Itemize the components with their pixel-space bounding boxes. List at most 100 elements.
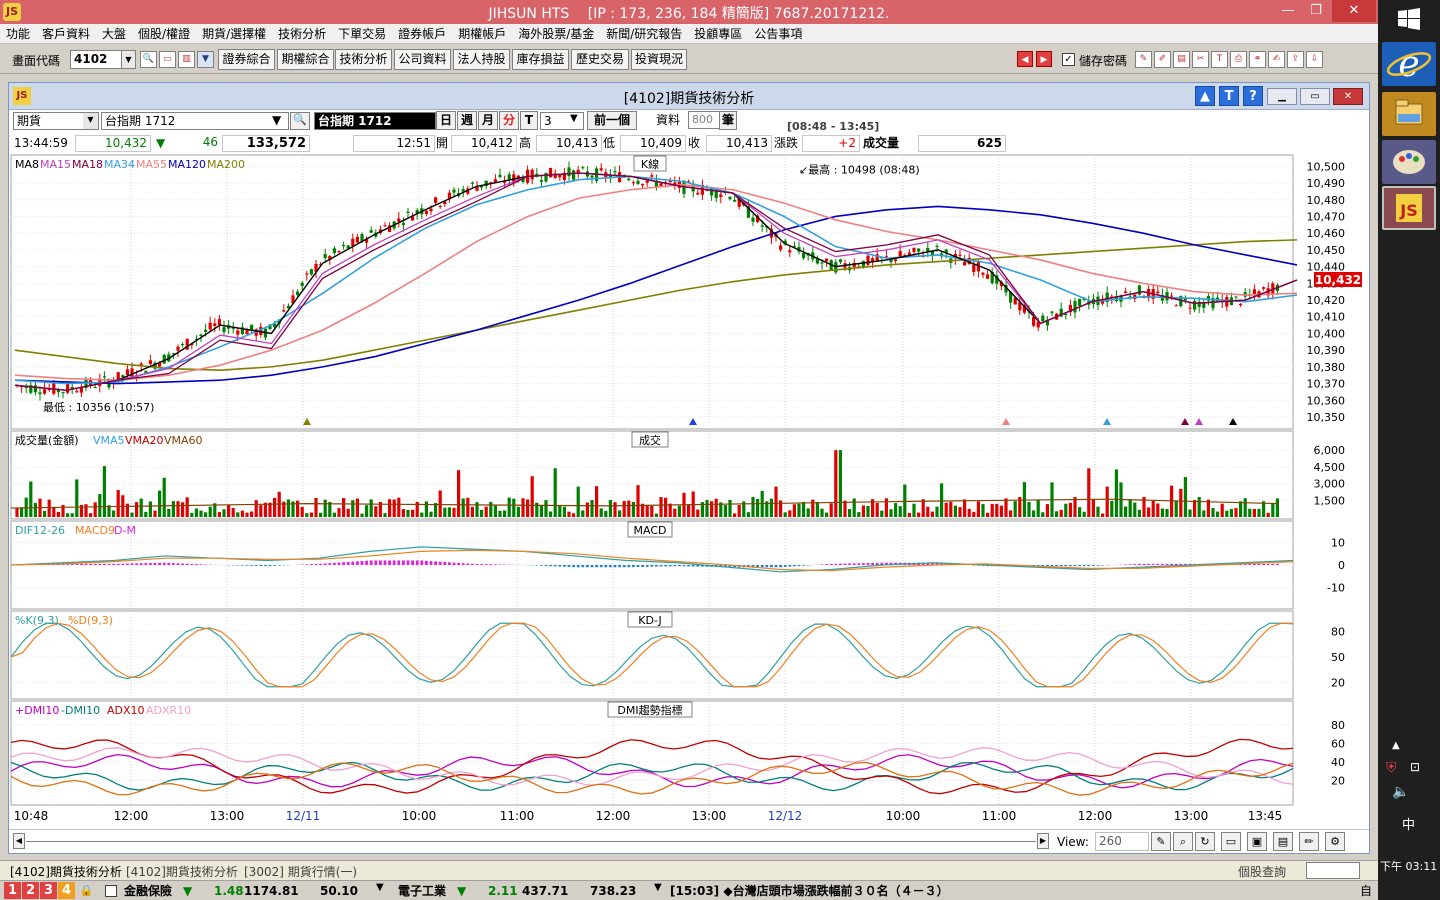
tray-volume-icon[interactable]: 🔈 xyxy=(1392,784,1410,800)
search-icon[interactable]: 🔍 xyxy=(140,51,157,68)
tray-shield-icon[interactable]: ⛨ xyxy=(1386,760,1397,776)
sector-1-dropdown-icon[interactable]: ▼ xyxy=(376,882,384,893)
file-explorer-icon[interactable] xyxy=(1382,92,1436,136)
data-count-input[interactable]: 800 xyxy=(688,111,724,129)
ime-indicator[interactable]: 中 xyxy=(1402,818,1416,833)
menu-item-6[interactable]: 下單交易 xyxy=(338,27,387,41)
inner-minimize-button[interactable]: ▁ xyxy=(1267,88,1297,105)
prev-arrow-icon[interactable]: ◀ xyxy=(1017,51,1033,67)
menu-item-5[interactable]: 技術分析 xyxy=(278,27,327,41)
up-triangle-button[interactable]: ▲ xyxy=(1195,86,1215,106)
next-arrow-icon[interactable]: ▶ xyxy=(1036,51,1052,67)
draw-tool-icon[interactable]: ✎ xyxy=(1151,832,1171,851)
help-button[interactable]: ? xyxy=(1243,86,1263,106)
tool-pencil-icon[interactable]: ✎ xyxy=(1135,51,1152,68)
sector-2-dropdown-icon[interactable]: ▼ xyxy=(654,882,662,893)
menu-item-3[interactable]: 個股/權證 xyxy=(138,27,191,41)
menu-item-4[interactable]: 期貨/選擇權 xyxy=(202,27,267,41)
period-tick-button[interactable]: T xyxy=(520,111,538,130)
toolbar-button-7[interactable]: 投資現況 xyxy=(631,49,687,70)
tab-4102-b[interactable]: [4102]期貨技術分析 xyxy=(126,865,238,879)
toolbar-button-6[interactable]: 歷史交易 xyxy=(571,49,629,70)
scroll-track[interactable] xyxy=(26,841,1036,842)
menu-item-10[interactable]: 新聞/研究報告 xyxy=(606,27,683,41)
dropdown-toggle-icon[interactable]: ▼ xyxy=(197,51,214,68)
maximize-button[interactable]: ❐ xyxy=(1310,3,1322,18)
settings-gear-icon[interactable]: ⚙ xyxy=(1325,832,1345,851)
toolbar-button-5[interactable]: 庫存損益 xyxy=(512,49,569,70)
tool-export-icon[interactable]: ⇪ xyxy=(1287,51,1304,68)
menu-item-12[interactable]: 公告事項 xyxy=(754,27,803,41)
menu-item-11[interactable]: 投顧專區 xyxy=(694,27,743,41)
tool-import-icon[interactable]: ⇩ xyxy=(1306,51,1323,68)
pencil-icon[interactable]: ✏ xyxy=(1299,832,1319,851)
type-dropdown-icon[interactable]: ▼ xyxy=(83,113,98,129)
text-t-button[interactable]: T xyxy=(1219,86,1239,106)
paint-app-icon[interactable] xyxy=(1382,140,1436,184)
tab-4102-a[interactable]: [4102]期貨技術分析 xyxy=(10,865,122,879)
lock-icon[interactable]: 🔒 xyxy=(79,884,94,897)
tool-cut-icon[interactable]: ✂ xyxy=(1192,51,1209,68)
close-button[interactable]: ✕ xyxy=(1332,0,1376,22)
tab-3002[interactable]: [3002] 期貨行情(一) xyxy=(244,865,358,879)
minimize-button[interactable]: — xyxy=(1281,3,1295,18)
screenshot-icon[interactable]: ▣ xyxy=(1247,832,1267,851)
save-password-checkbox[interactable]: ✓ xyxy=(1062,53,1075,66)
product-select[interactable]: 台指期 1712 xyxy=(101,112,289,130)
tool-print-icon[interactable]: ⎙ xyxy=(1230,51,1247,68)
tool-text-icon[interactable]: T xyxy=(1211,51,1228,68)
period-week-button[interactable]: 週 xyxy=(457,111,477,130)
inner-close-button[interactable]: ✕ xyxy=(1333,88,1363,105)
ticker-slot-1[interactable]: 1 xyxy=(4,882,21,899)
period-minute-button[interactable]: 分 xyxy=(499,111,519,130)
news-ticker[interactable]: [15:03] ◆台灣店頭市場漲跌幅前３０名（４－３） xyxy=(670,884,949,898)
previous-button[interactable]: 前一個 xyxy=(587,111,637,130)
scroll-left-button[interactable]: ◀ xyxy=(13,833,25,849)
interval-select[interactable]: 3 xyxy=(540,112,584,130)
toolbar-button-2[interactable]: 技術分析 xyxy=(335,49,392,70)
menu-item-0[interactable]: 功能 xyxy=(6,27,31,41)
view-input[interactable]: 260 xyxy=(1095,832,1149,851)
jihsun-app-icon[interactable]: JS xyxy=(1382,186,1436,230)
tool-sign-icon[interactable]: ✍ xyxy=(1268,51,1285,68)
menu-item-2[interactable]: 大盤 xyxy=(102,27,127,41)
inner-maximize-button[interactable]: ▭ xyxy=(1300,88,1330,105)
magnifier-icon[interactable]: 🔍 xyxy=(290,112,310,130)
windows-start-icon[interactable] xyxy=(1396,6,1422,32)
type-select[interactable]: 期貨 xyxy=(13,112,99,130)
zoom-tool-icon[interactable]: ⌕ xyxy=(1173,832,1193,851)
tool-edit-icon[interactable]: ✐ xyxy=(1154,51,1171,68)
toolbar-button-1[interactable]: 期權綜合 xyxy=(277,49,334,70)
period-day-button[interactable]: 日 xyxy=(436,111,456,130)
data-unit-button[interactable]: 筆 xyxy=(719,111,737,130)
window-layout-icon[interactable]: ▭ xyxy=(1221,832,1241,851)
ticker-slot-2[interactable]: 2 xyxy=(22,882,39,899)
screen-code-input[interactable]: 4102 xyxy=(70,50,122,69)
tray-expand-icon[interactable]: ▲ xyxy=(1392,740,1400,751)
toolbar-button-4[interactable]: 法人持股 xyxy=(453,49,510,70)
stock-query-input[interactable] xyxy=(1306,862,1360,879)
chart-icon[interactable]: ▥ xyxy=(178,51,195,68)
ticker-checkbox[interactable] xyxy=(105,885,117,897)
ticker-end-icon[interactable]: 自 xyxy=(1360,884,1373,898)
refresh-icon[interactable]: ↻ xyxy=(1195,832,1215,851)
technical-chart[interactable]: 10:48 12:00 13:00 12/11 10:00 11:00 12:00 13:00… xyxy=(9,153,1369,853)
toolbar-button-3[interactable]: 公司資料 xyxy=(394,49,451,70)
tray-network-icon[interactable]: ⊡ xyxy=(1410,760,1421,774)
ie-browser-icon[interactable]: e xyxy=(1382,42,1436,86)
table-icon[interactable]: ▤ xyxy=(1273,832,1293,851)
menu-item-8[interactable]: 期權帳戶 xyxy=(458,27,507,41)
menu-item-1[interactable]: 客戶資料 xyxy=(42,27,91,41)
product-dropdown-icon[interactable]: ▼ xyxy=(272,113,282,127)
ticker-slot-3[interactable]: 3 xyxy=(40,882,57,899)
menu-item-9[interactable]: 海外股票/基金 xyxy=(518,27,595,41)
interval-dropdown-icon[interactable]: ▼ xyxy=(570,113,578,124)
window-icon[interactable]: ▭ xyxy=(159,51,176,68)
scroll-right-button[interactable]: ▶ xyxy=(1037,833,1049,849)
period-month-button[interactable]: 月 xyxy=(478,111,498,130)
tool-doc-icon[interactable]: ▤ xyxy=(1173,51,1190,68)
screen-code-dropdown[interactable]: ▼ xyxy=(121,50,136,69)
tool-link-icon[interactable]: ⚭ xyxy=(1249,51,1266,68)
menu-item-7[interactable]: 證券帳戶 xyxy=(398,27,447,41)
ticker-slot-4[interactable]: 4 xyxy=(58,882,75,899)
